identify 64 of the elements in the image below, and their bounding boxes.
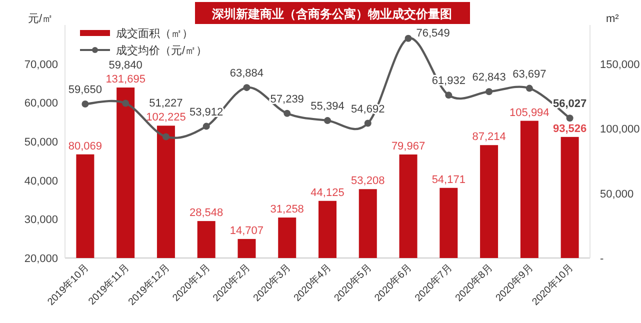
data-label: 57,239 [270,93,304,106]
point [202,122,210,130]
bar [156,126,175,258]
y2-tick-label: 150,000 [600,58,640,71]
data-label: 102,225 [146,112,186,124]
point [284,110,291,117]
bar [238,238,256,258]
point [324,117,331,124]
bar [399,154,418,258]
y2-tick-label: - [600,253,604,265]
data-label: 80,069 [68,140,102,152]
bar [560,136,579,258]
data-label: 55,394 [310,100,344,113]
data-label: 53,208 [351,175,385,188]
bar [520,120,538,258]
y-tick-label: 20,000 [24,253,58,265]
data-label: 105,994 [510,106,550,119]
y2-axis-title: m² [606,13,620,25]
data-label: 54,171 [432,174,466,186]
y-tick-label: 70,000 [24,58,58,71]
bar [116,88,135,258]
point [486,88,493,96]
y2-tick-label: 100,000 [600,124,640,136]
chart-title: 深圳新建商业（含商务公寓）物业成交价量图 [211,7,452,21]
data-label: 63,884 [230,68,264,80]
bar [318,200,336,258]
bar [480,145,498,258]
point [82,100,89,108]
data-label: 44,125 [310,186,344,199]
bar [76,154,94,258]
data-label: 62,843 [472,72,506,84]
legend-label: 成交面积（㎡） [116,27,193,40]
y-tick-label: 40,000 [24,175,58,188]
data-label: 59,840 [108,60,142,72]
y-tick-label: 60,000 [24,98,58,110]
point [566,114,574,122]
data-label: 28,548 [190,207,224,220]
data-label: 87,214 [472,131,506,144]
point [404,34,412,42]
y-axis-title: 元/㎡ [28,13,54,25]
point [445,92,452,99]
data-label: 63,697 [512,68,546,80]
data-label: 56,027 [552,98,587,110]
bar [278,218,296,258]
point [526,84,533,92]
data-label: 59,650 [68,84,102,96]
data-label: 93,526 [552,122,587,135]
data-label: 14,707 [230,224,264,237]
data-label: 76,549 [416,27,450,40]
point [243,84,250,92]
bar [440,188,458,258]
point [364,120,372,127]
y2-tick-label: 50,000 [600,188,634,200]
y-tick-label: 50,000 [24,136,58,148]
legend-label: 成交均价（元/㎡） [116,44,208,57]
y-tick-label: 30,000 [24,214,58,226]
data-label: 51,227 [149,98,183,110]
point [122,100,130,107]
bar [197,221,216,258]
data-label: 131,695 [106,74,146,86]
bar [358,189,377,258]
data-label: 31,258 [270,204,304,216]
point [162,133,170,140]
data-label: 79,967 [391,140,426,152]
